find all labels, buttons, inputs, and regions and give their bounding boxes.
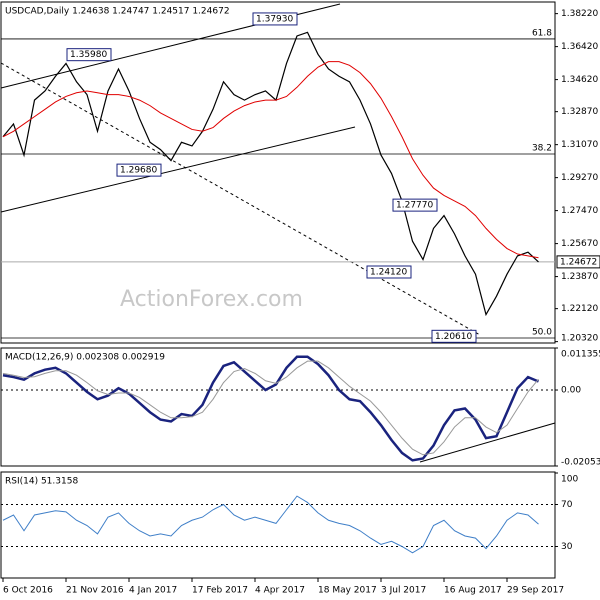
rsi-title: RSI(14) 51.3158 [5,477,78,487]
annotation-box [66,48,112,62]
y-tick-label: 70 [561,500,573,510]
macd-trend-line [419,422,556,463]
y-tick-label: 1.27470 [561,206,598,216]
y-tick-label: 1.38220 [561,9,598,19]
y-tick-label: 1.20320 [561,334,598,344]
series-line [2,495,539,554]
series-line [2,61,539,259]
x-tick-label: 4 Jan 2017 [129,586,177,596]
y-tick-label: 1.29270 [561,173,598,183]
x-tick-label: 29 Sep 2017 [507,586,564,596]
y-tick-label: 1.23870 [561,272,598,282]
y-tick-label: 1.34620 [561,75,598,85]
y-tick-label: 1.32870 [561,107,598,117]
annotation-box [392,198,438,212]
y-tick-label: 0.00 [561,386,581,396]
macd-title: MACD(12,26,9) 0.002308 0.002919 [5,353,165,363]
last-price-label: 1.24672 [560,257,597,267]
annotation-label: 1.37930 [256,14,293,24]
y-tick-label: 30 [561,542,573,552]
y-tick-label: 100 [561,475,578,485]
annotation-label: 1.35980 [70,50,107,60]
series-line [2,31,539,317]
annotation-box [116,163,162,177]
x-tick-label: 6 Oct 2016 [3,586,53,596]
series-line [2,360,539,456]
trend-line-dashed [0,62,481,336]
series-line [2,355,539,462]
annotation-label: 1.29680 [120,166,157,176]
x-tick-label: 16 Aug 2017 [444,586,502,596]
x-tick-label: 3 Jul 2017 [381,586,426,596]
annotation-box [252,12,298,26]
channel-lower [0,126,356,213]
annotation-label: 1.27770 [396,201,433,211]
rsi-panel [0,471,556,579]
x-tick-label: 17 Feb 2017 [192,586,248,596]
annotation-box [366,265,412,279]
fib-label: 61.8 [532,28,552,38]
x-tick-label: 4 Apr 2017 [255,586,305,596]
last-price-box [556,255,600,269]
price-title: USDCAD,Daily 1.24638 1.24747 1.24517 1.2… [5,7,230,17]
fib-label: 38.2 [532,143,552,153]
x-tick-label: 18 May 2017 [318,586,377,596]
fib-label: 50.0 [532,327,552,337]
watermark: ActionForex.com [120,287,303,312]
price-panel [0,1,556,344]
y-tick-label: 0.011355 [561,350,600,360]
annotation-label: 1.20610 [435,332,472,342]
y-tick-label: 1.36420 [561,42,598,52]
annotation-label: 1.24120 [370,268,407,278]
y-tick-label: 1.25670 [561,239,598,249]
y-tick-label: 1.22120 [561,304,598,314]
x-tick-label: 21 Nov 2016 [66,586,124,596]
y-tick-label: 1.31070 [561,140,598,150]
macd-panel [0,347,556,467]
annotation-box [431,329,477,343]
